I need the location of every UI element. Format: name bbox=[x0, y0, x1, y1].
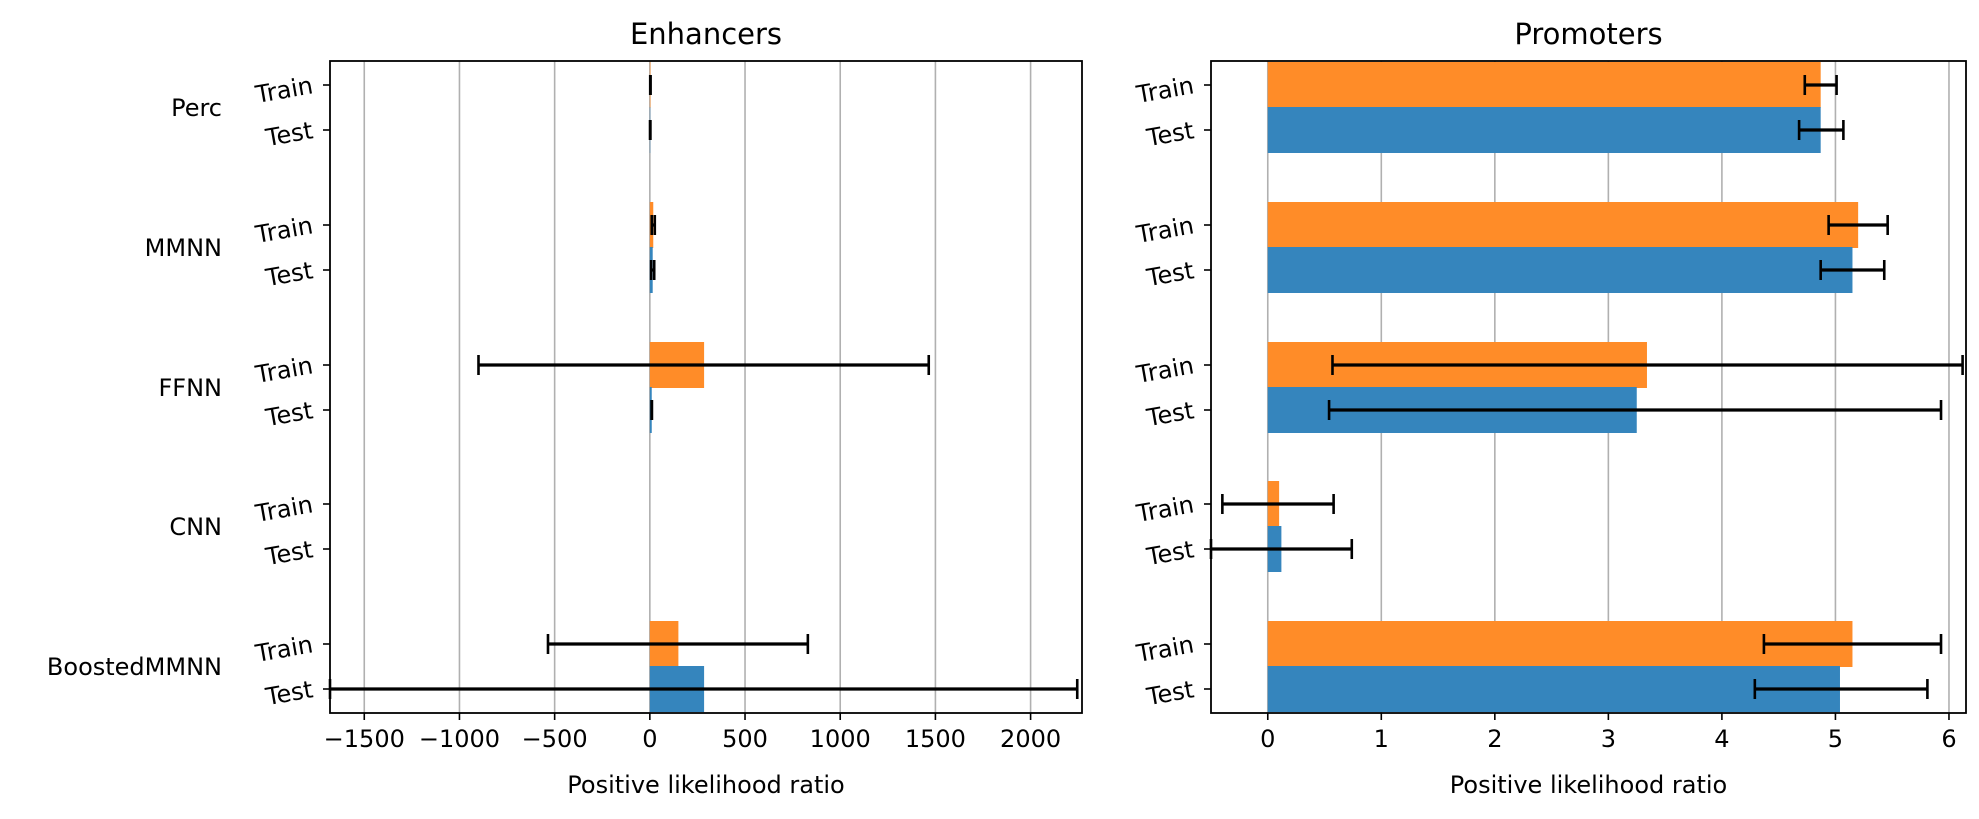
y-tick-label: Test bbox=[1144, 256, 1196, 292]
x-tick-label: 3 bbox=[1601, 725, 1616, 753]
y-tick-label: Train bbox=[1133, 490, 1196, 528]
axes-frame bbox=[329, 60, 1083, 714]
x-tick-label: −500 bbox=[522, 725, 588, 753]
x-tick-label: 2 bbox=[1487, 725, 1502, 753]
x-tick-label: 6 bbox=[1941, 725, 1956, 753]
group-label: Perc bbox=[171, 94, 222, 122]
y-tick-label: Test bbox=[263, 396, 315, 432]
x-axis-label: Positive likelihood ratio bbox=[567, 771, 844, 799]
y-tick-label: Train bbox=[252, 630, 315, 668]
y-tick-label: Test bbox=[1144, 535, 1196, 571]
y-tick-label: Test bbox=[263, 675, 315, 711]
bar bbox=[1267, 202, 1859, 248]
x-tick-label: 4 bbox=[1714, 725, 1729, 753]
y-tick-label: Train bbox=[252, 351, 315, 389]
y-tick-label: Test bbox=[263, 116, 315, 152]
x-tick-label: 1500 bbox=[905, 725, 966, 753]
x-tick-label: 500 bbox=[722, 725, 768, 753]
x-tick-label: 5 bbox=[1828, 725, 1843, 753]
y-tick-label: Test bbox=[1144, 116, 1196, 152]
y-tick-label: Train bbox=[252, 490, 315, 528]
bar bbox=[1267, 107, 1821, 153]
y-tick-label: Train bbox=[1133, 71, 1196, 109]
x-tick-label: 2000 bbox=[1000, 725, 1061, 753]
axes-frame bbox=[1210, 60, 1967, 714]
enhancers-panel: −1500 −1000 −500 0 500 1000 1500 2000 Train Test P… bbox=[47, 17, 1083, 799]
x-tick-label: 0 bbox=[1260, 725, 1275, 753]
bar bbox=[1267, 666, 1840, 712]
y-tick-label: Test bbox=[1144, 675, 1196, 711]
x-axis-label: Positive likelihood ratio bbox=[1450, 771, 1727, 799]
y-tick-label: Train bbox=[252, 71, 315, 109]
group-label: FFNN bbox=[158, 374, 222, 402]
group-label: CNN bbox=[169, 513, 222, 541]
x-tick-label: −1000 bbox=[419, 725, 500, 753]
group-label: MMNN bbox=[145, 234, 222, 262]
bar bbox=[1267, 62, 1821, 108]
y-tick-label: Test bbox=[263, 535, 315, 571]
chart-title: Promoters bbox=[1514, 17, 1662, 51]
bar bbox=[1267, 247, 1853, 293]
y-tick-label: Test bbox=[263, 256, 315, 292]
y-tick-label: Train bbox=[1133, 351, 1196, 389]
x-tick-label: −1500 bbox=[324, 725, 405, 753]
bar bbox=[1267, 621, 1853, 667]
x-tick-label: 1 bbox=[1374, 725, 1389, 753]
x-tick-label: 0 bbox=[642, 725, 657, 753]
x-tick-label: 1000 bbox=[810, 725, 871, 753]
y-tick-label: Test bbox=[1144, 396, 1196, 432]
y-tick-label: Train bbox=[252, 211, 315, 249]
chart-title: Enhancers bbox=[630, 17, 782, 51]
group-label: BoostedMMNN bbox=[47, 653, 222, 681]
y-tick-label: Train bbox=[1133, 211, 1196, 249]
y-tick-label: Train bbox=[1133, 630, 1196, 668]
promoters-panel: 0 1 2 3 4 5 6 Train Test Train Test Train Test Train T… bbox=[1133, 17, 1967, 799]
